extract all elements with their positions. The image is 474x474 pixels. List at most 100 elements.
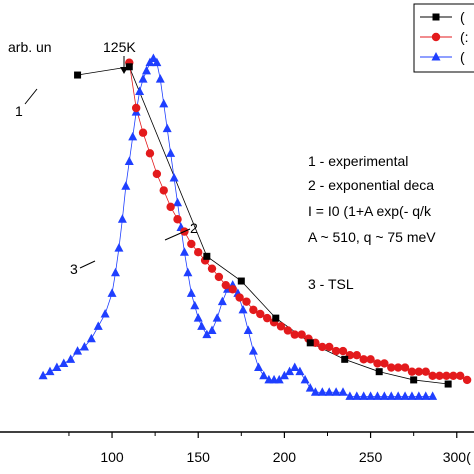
tsl-point — [38, 370, 48, 380]
tsl-point — [128, 131, 138, 141]
tsl-point — [372, 391, 382, 400]
exponential-point — [214, 272, 224, 282]
experimental-point — [375, 368, 383, 376]
exponential-point — [387, 363, 396, 372]
tsl-point — [142, 65, 152, 75]
series-points — [38, 53, 472, 400]
tsl-point — [421, 391, 431, 400]
tsl-point — [193, 313, 203, 322]
exponential-point — [400, 363, 410, 372]
tsl-point — [285, 366, 295, 376]
experimental-point — [203, 252, 211, 260]
tsl-point — [345, 391, 355, 400]
exponential-point — [187, 239, 196, 249]
tsl-point — [274, 374, 284, 384]
tsl-point — [86, 333, 96, 343]
tsl-point — [100, 309, 110, 318]
note-formula: I = I0 (1+A exp(- q/k — [308, 203, 432, 219]
exponential-point — [228, 285, 237, 294]
exponential-point — [352, 351, 361, 360]
tsl-point — [107, 288, 117, 297]
x-tick-label: 150 — [187, 449, 211, 465]
legend-marker-tsl — [431, 52, 441, 61]
exponential-point — [262, 313, 272, 323]
tsl-point — [190, 300, 200, 310]
exponential-point — [242, 297, 251, 306]
tsl-point — [93, 321, 103, 330]
tsl-point — [290, 362, 300, 372]
curve-label-3: 3 — [70, 261, 78, 277]
tsl-point — [110, 267, 120, 277]
tsl-point — [202, 329, 212, 339]
tsl-point — [331, 387, 341, 396]
tsl-point — [159, 98, 169, 108]
curve-label-1-leader — [24, 88, 38, 105]
tsl-point — [428, 391, 438, 400]
tsl-point — [148, 53, 158, 63]
x-tick-label: 100 — [100, 449, 124, 465]
exponential-point — [421, 367, 430, 376]
tsl-point — [407, 391, 417, 400]
exponential-point — [297, 330, 306, 339]
tsl-point — [324, 387, 334, 396]
tsl-point — [238, 304, 248, 314]
tsl-point — [73, 346, 83, 355]
tsl-point — [338, 387, 348, 396]
note-tsl: 3 - TSL — [308, 276, 354, 292]
tsl-point — [279, 370, 289, 380]
x-axis-ticks: 100 150 200 250 300( — [68, 432, 471, 465]
tsl-point — [197, 321, 207, 330]
x-tick-label: 250 — [359, 449, 383, 465]
exponential-point — [366, 355, 375, 364]
experimental-point — [272, 314, 280, 322]
tsl-point — [117, 214, 127, 223]
exponential-point — [145, 149, 155, 158]
tsl-point — [124, 156, 134, 166]
tsl-point — [162, 123, 172, 133]
exponential-point — [435, 371, 444, 380]
exponential-point — [173, 215, 182, 224]
experimental-point — [410, 376, 418, 384]
legend-marker-exponential — [431, 32, 441, 42]
tsl-point — [305, 383, 315, 392]
experimental-point — [237, 277, 245, 285]
exponential-point — [249, 305, 258, 315]
curve-label-2: 2 — [190, 220, 198, 236]
experimental-point — [444, 380, 452, 388]
tsl-point — [155, 74, 165, 83]
tsl-point — [138, 74, 148, 83]
tsl-point — [186, 288, 196, 297]
curve-label-2-leader — [164, 228, 191, 241]
exponential-point — [462, 375, 472, 385]
peak-arrowhead — [120, 67, 128, 74]
tsl-point — [248, 346, 258, 355]
tsl-point — [114, 243, 124, 252]
tsl-point — [212, 313, 222, 322]
exponential-point — [428, 371, 437, 380]
exponential-point — [290, 330, 299, 339]
exponential-point — [221, 280, 230, 290]
experimental-point — [74, 71, 82, 79]
tsl-point — [169, 173, 179, 182]
note-experimental: 1 - experimental — [308, 153, 408, 169]
tsl-point — [52, 362, 62, 372]
exponential-point — [276, 322, 286, 331]
y-axis-label: arb. un — [8, 39, 52, 55]
exponential-point — [380, 359, 389, 368]
tsl-point — [254, 362, 264, 372]
tsl-point — [414, 391, 424, 400]
tsl-point — [135, 86, 145, 96]
legend-box — [413, 3, 474, 73]
tsl-point — [259, 370, 269, 380]
experimental-point — [125, 63, 133, 71]
legend-label-tsl: ( — [460, 49, 465, 65]
tsl-point — [66, 354, 76, 363]
exponential-point — [407, 367, 417, 376]
exponential-point — [194, 248, 203, 257]
tsl-point — [217, 296, 227, 306]
exponential-point — [131, 103, 141, 113]
tsl-point — [183, 267, 193, 277]
peak-label: 125K — [103, 39, 136, 55]
note-params: A ~ 510, q ~ 75 meV — [308, 229, 436, 245]
